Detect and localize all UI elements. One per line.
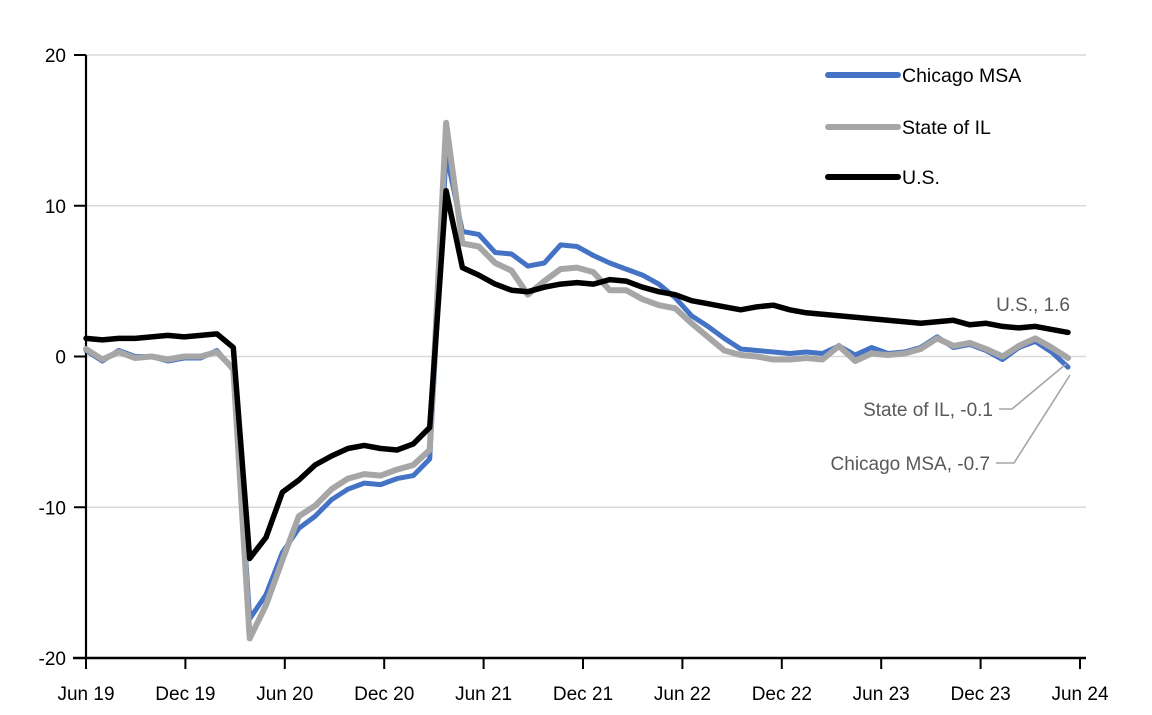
leader-line-chicago-msa (996, 374, 1071, 464)
series-line-state-of-il (83, 119, 1071, 642)
y-tick-label--20: -20 (39, 649, 66, 670)
x-tick-label-2: Jun 20 (256, 684, 313, 705)
x-tick-label-6: Jun 22 (654, 684, 711, 705)
x-tick-label-8: Jun 23 (853, 684, 910, 705)
y-tick-label-10: 10 (45, 197, 66, 218)
series-end-annotations: U.S., 1.6 State of IL, -0.1 Chicago MSA,… (831, 295, 1071, 475)
x-tick-label-4: Jun 21 (455, 684, 512, 705)
gridlines (86, 54, 1086, 509)
legend-label-us: U.S. (902, 167, 940, 189)
series-line-u-s- (83, 187, 1071, 562)
x-tick-label-1: Dec 19 (155, 684, 215, 705)
x-tick-label-9: Dec 23 (950, 684, 1010, 705)
legend-label-state-of-il: State of IL (902, 117, 991, 139)
axes: 20 10 0 -10 -20 Jun 19 Dec 19 Jun 20 Dec 20 Jun 2… (39, 46, 1109, 705)
x-tick-label-5: Dec 21 (553, 684, 613, 705)
annotation-chicago-msa: Chicago MSA, -0.7 (831, 454, 990, 475)
series-lines (83, 119, 1071, 642)
legend-label-chicago-msa: Chicago MSA (902, 65, 1021, 87)
leader-line-state-of-il (999, 363, 1067, 410)
x-tick-label-7: Dec 22 (752, 684, 812, 705)
y-tick-label--10: -10 (39, 498, 66, 519)
x-tick-label-10: Jun 24 (1051, 684, 1108, 705)
legend: Chicago MSA State of IL U.S. (825, 65, 1021, 189)
annotation-us: U.S., 1.6 (996, 295, 1070, 316)
y-tick-label-20: 20 (45, 46, 66, 67)
x-tick-label-0: Jun 19 (57, 684, 114, 705)
y-tick-label-0: 0 (55, 348, 66, 369)
x-tick-label-3: Dec 20 (354, 684, 414, 705)
annotation-state-of-il: State of IL, -0.1 (863, 400, 993, 421)
